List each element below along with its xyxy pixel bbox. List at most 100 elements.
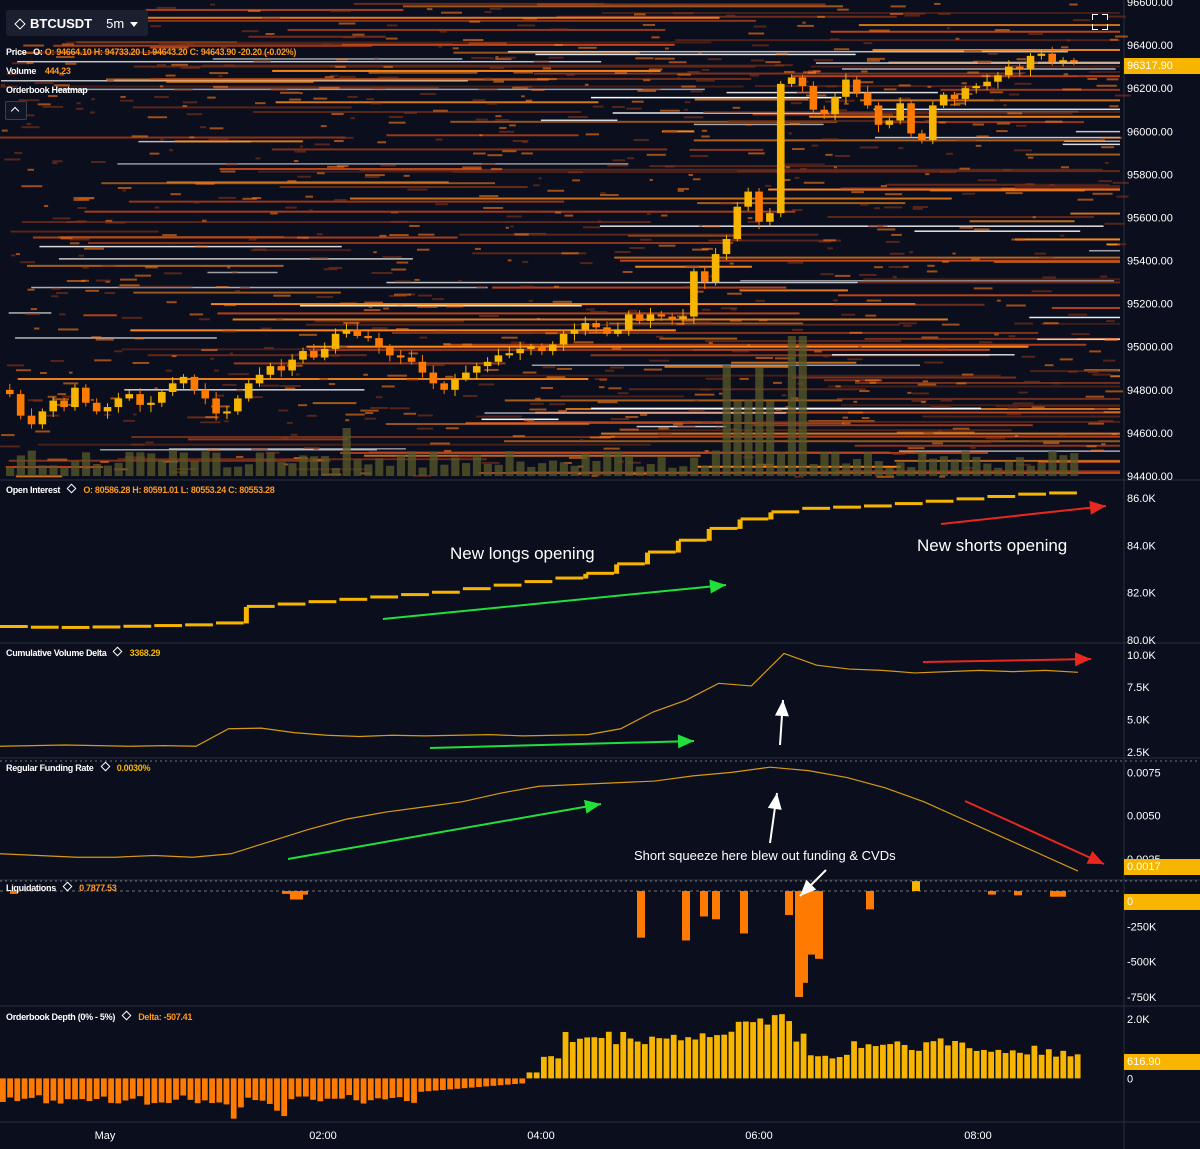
heatmap-cell	[725, 14, 736, 17]
heatmap-cell	[483, 206, 504, 209]
heatmap-cell	[1103, 359, 1116, 362]
heatmap-cell	[855, 380, 860, 383]
oi-mark	[30, 625, 59, 629]
heatmap-cell	[552, 300, 573, 303]
depth-bar	[995, 1049, 1002, 1079]
heatmap-cell	[635, 57, 654, 60]
heatmap-cell	[1028, 32, 1043, 35]
depth-bar	[872, 1046, 879, 1079]
volume-bar	[212, 452, 221, 476]
heatmap-cell	[298, 333, 317, 336]
heatmap-cell	[1007, 407, 1019, 410]
heatmap-cell	[500, 56, 517, 59]
depth-bar	[151, 1078, 158, 1104]
liq-bar	[682, 891, 690, 941]
heatmap-cell	[475, 118, 488, 121]
collapse-legend-button[interactable]	[5, 101, 27, 120]
heatmap-cell	[52, 160, 63, 163]
heatmap-cell	[792, 148, 805, 151]
volume-bar	[614, 451, 623, 476]
heatmap-cell	[215, 286, 229, 289]
candle	[60, 400, 68, 408]
heatmap-cell	[53, 84, 70, 87]
heatmap-cell	[785, 166, 790, 169]
heatmap-cell	[1027, 156, 1034, 159]
candle	[16, 394, 25, 416]
funding-axis-label: 0.0075	[1127, 767, 1161, 779]
timeframe[interactable]: 5m	[106, 15, 125, 31]
heatmap-cell	[677, 315, 688, 318]
depth-bar	[952, 1040, 958, 1079]
heatmap-cell	[633, 138, 649, 141]
heatmap-cell	[617, 392, 629, 395]
heatmap-cell	[479, 134, 483, 137]
heatmap-level	[275, 101, 599, 104]
heatmap-level	[836, 397, 1120, 400]
heatmap-cell	[709, 275, 713, 278]
volume-bar	[1059, 455, 1068, 476]
heatmap-cell	[542, 366, 556, 369]
heatmap-cell	[690, 155, 709, 158]
heatmap-cell	[493, 80, 505, 83]
heatmap-cell	[677, 77, 681, 80]
volume-bar	[972, 456, 981, 476]
heatmap-cell	[898, 84, 911, 87]
heatmap-cell	[859, 203, 869, 206]
heatmap-cell	[1020, 72, 1026, 75]
heatmap-cell	[977, 61, 991, 64]
heatmap-cell	[324, 76, 334, 79]
heatmap-level	[133, 291, 341, 294]
heatmap-level	[761, 420, 1120, 423]
depth-bar	[483, 1078, 490, 1087]
heatmap-cell	[227, 266, 231, 269]
heatmap-cell	[360, 409, 379, 412]
heatmap-cell	[316, 233, 323, 236]
fullscreen-icon[interactable]	[1092, 14, 1108, 30]
heatmap-cell	[505, 226, 509, 229]
heatmap-cell	[331, 354, 340, 357]
heatmap-cell	[522, 141, 528, 144]
heatmap-cell	[100, 460, 109, 463]
heatmap-cell	[462, 166, 482, 169]
heatmap-cell	[207, 448, 221, 451]
volume-bar	[516, 461, 525, 476]
heatmap-cell	[866, 59, 880, 62]
depth-bar	[526, 1072, 533, 1079]
heatmap-cell	[529, 408, 547, 411]
oi-legend: Open Interest O: 80586.28 H: 80591.01 L:…	[6, 483, 275, 495]
heatmap-cell	[1071, 333, 1090, 336]
diamond-icon	[121, 1010, 132, 1021]
heatmap-cell	[847, 411, 863, 414]
green-arrow-head	[677, 734, 694, 749]
heatmap-cell	[340, 302, 357, 305]
heatmap-cell	[658, 244, 676, 247]
candle	[559, 333, 568, 345]
heatmap-cell	[938, 429, 943, 432]
heatmap-level	[809, 115, 1120, 118]
heatmap-cell	[648, 68, 663, 71]
heatmap-cell	[1025, 183, 1034, 186]
liq-bar	[637, 891, 645, 938]
heatmap-cell	[329, 74, 339, 77]
heatmap-cell	[688, 173, 694, 176]
oi-mark	[154, 624, 183, 628]
heatmap-cell	[531, 210, 541, 213]
chevron-down-icon[interactable]	[130, 21, 139, 27]
heatmap-cell	[921, 336, 939, 339]
heatmap-cell	[573, 341, 594, 344]
depth-bar	[129, 1078, 136, 1099]
symbol-selector[interactable]: BTCUSDT 5m	[6, 10, 149, 36]
candle	[158, 391, 166, 403]
heatmap-cell	[383, 65, 393, 68]
price-axis-label: 96200.00	[1127, 83, 1173, 95]
depth-bar	[764, 1024, 771, 1079]
heatmap-cell	[52, 162, 58, 165]
heatmap-cell	[52, 217, 71, 220]
heatmap-cell	[418, 294, 433, 297]
heatmap-cell	[522, 261, 529, 264]
volume-bar	[592, 460, 601, 476]
heatmap-cell	[911, 399, 927, 402]
time-axis-label: 08:00	[964, 1130, 992, 1142]
heatmap-cell	[970, 441, 992, 444]
